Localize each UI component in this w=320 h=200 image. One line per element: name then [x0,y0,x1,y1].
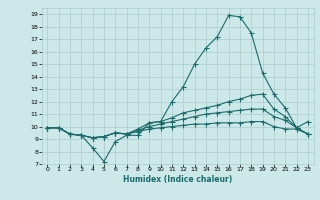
X-axis label: Humidex (Indice chaleur): Humidex (Indice chaleur) [123,175,232,184]
